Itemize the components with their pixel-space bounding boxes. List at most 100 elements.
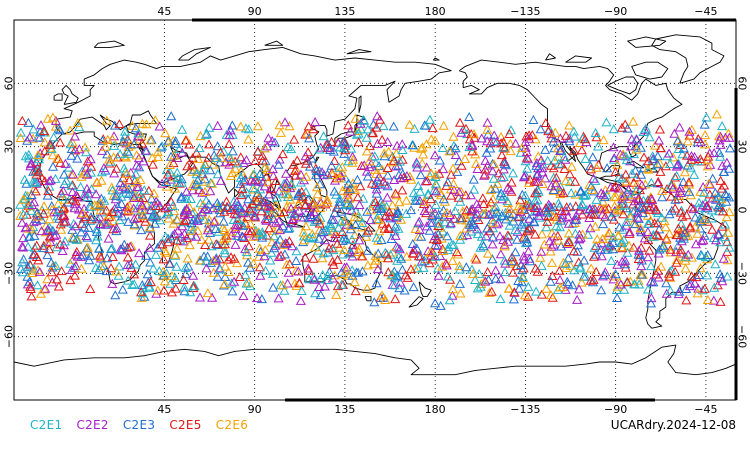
observation-marker [455,213,466,223]
observation-marker [123,216,134,226]
observation-marker [566,187,577,198]
observation-marker [624,226,635,237]
observation-marker [426,168,437,178]
observation-marker [163,237,174,247]
observation-marker [703,151,714,161]
observation-marker [390,221,401,231]
observation-marker [643,204,655,214]
legend-item-c2e1: C2E1 [30,418,63,432]
observation-marker [215,152,227,162]
observation-marker [390,293,401,304]
observation-marker [322,197,333,207]
observation-marker [291,255,302,265]
observation-marker [300,151,311,161]
observation-marker [670,194,681,204]
observation-marker [670,266,681,276]
observation-marker [362,206,373,216]
observation-marker [588,274,599,284]
observation-marker [702,161,713,171]
observation-marker [163,135,174,145]
observation-marker [171,261,182,271]
observation-marker [134,162,145,172]
observation-marker [26,291,37,301]
observation-marker [448,239,459,250]
observation-marker [692,288,703,298]
observation-marker [686,124,697,134]
observation-marker [131,191,142,201]
observation-marker [346,205,357,215]
observation-marker [341,265,352,275]
observation-marker [104,209,115,219]
observation-marker [442,271,454,281]
observation-marker [642,210,653,220]
observation-marker [110,290,121,300]
observation-marker [468,174,479,184]
observation-marker [596,188,607,198]
observation-marker [118,136,129,146]
observation-marker [134,248,145,258]
observation-marker [238,290,249,300]
observation-marker [630,165,641,175]
observation-marker [203,139,215,149]
observation-marker [560,130,572,140]
observation-marker [623,184,634,194]
observation-marker [454,260,465,271]
observation-marker [47,150,58,160]
observation-marker [613,230,624,240]
observation-marker [50,173,61,183]
observation-marker [136,225,147,235]
observation-marker [331,289,342,299]
observation-marker [178,217,189,227]
observation-marker [129,219,140,229]
observation-marker [225,153,236,163]
observation-marker [508,209,519,219]
observation-marker [328,245,339,255]
observation-marker [18,194,29,204]
observation-marker [333,222,344,232]
observation-marker [380,294,391,304]
observation-marker [580,271,591,281]
observation-marker [336,279,347,289]
observation-marker [223,254,234,264]
observation-marker [225,170,236,180]
observation-marker [341,234,352,244]
observation-marker [467,268,479,278]
observation-marker [122,242,133,252]
observation-marker [593,141,604,151]
observation-marker [297,191,308,201]
observation-marker [150,115,161,125]
observation-marker [613,183,624,193]
observation-marker [448,131,459,141]
observation-marker [499,267,511,277]
observation-marker [119,163,130,173]
observation-marker [496,150,507,160]
observation-marker [600,267,611,277]
observation-marker [614,222,625,232]
observation-marker [110,191,121,201]
observation-marker [91,226,102,236]
observation-marker [162,233,174,243]
legend-item-c2e2: C2E2 [76,418,109,432]
observation-marker [635,223,646,233]
observation-marker [365,214,376,225]
observation-marker [665,285,676,295]
observation-marker [622,247,633,257]
observation-marker [289,208,300,218]
observation-marker [391,272,403,282]
observation-marker [422,175,433,185]
observation-marker [592,234,603,244]
observation-marker [421,162,432,172]
observation-marker [67,169,79,179]
observation-marker [585,160,596,171]
observation-marker [39,284,50,294]
observation-marker [286,179,297,189]
observation-marker [249,210,260,220]
observation-marker [214,264,226,274]
observation-marker [472,283,483,293]
observation-marker [717,276,728,286]
observation-marker [389,174,400,184]
observation-marker [334,193,345,203]
observation-marker [267,135,278,146]
observation-marker [67,194,79,204]
observation-marker [316,227,327,237]
